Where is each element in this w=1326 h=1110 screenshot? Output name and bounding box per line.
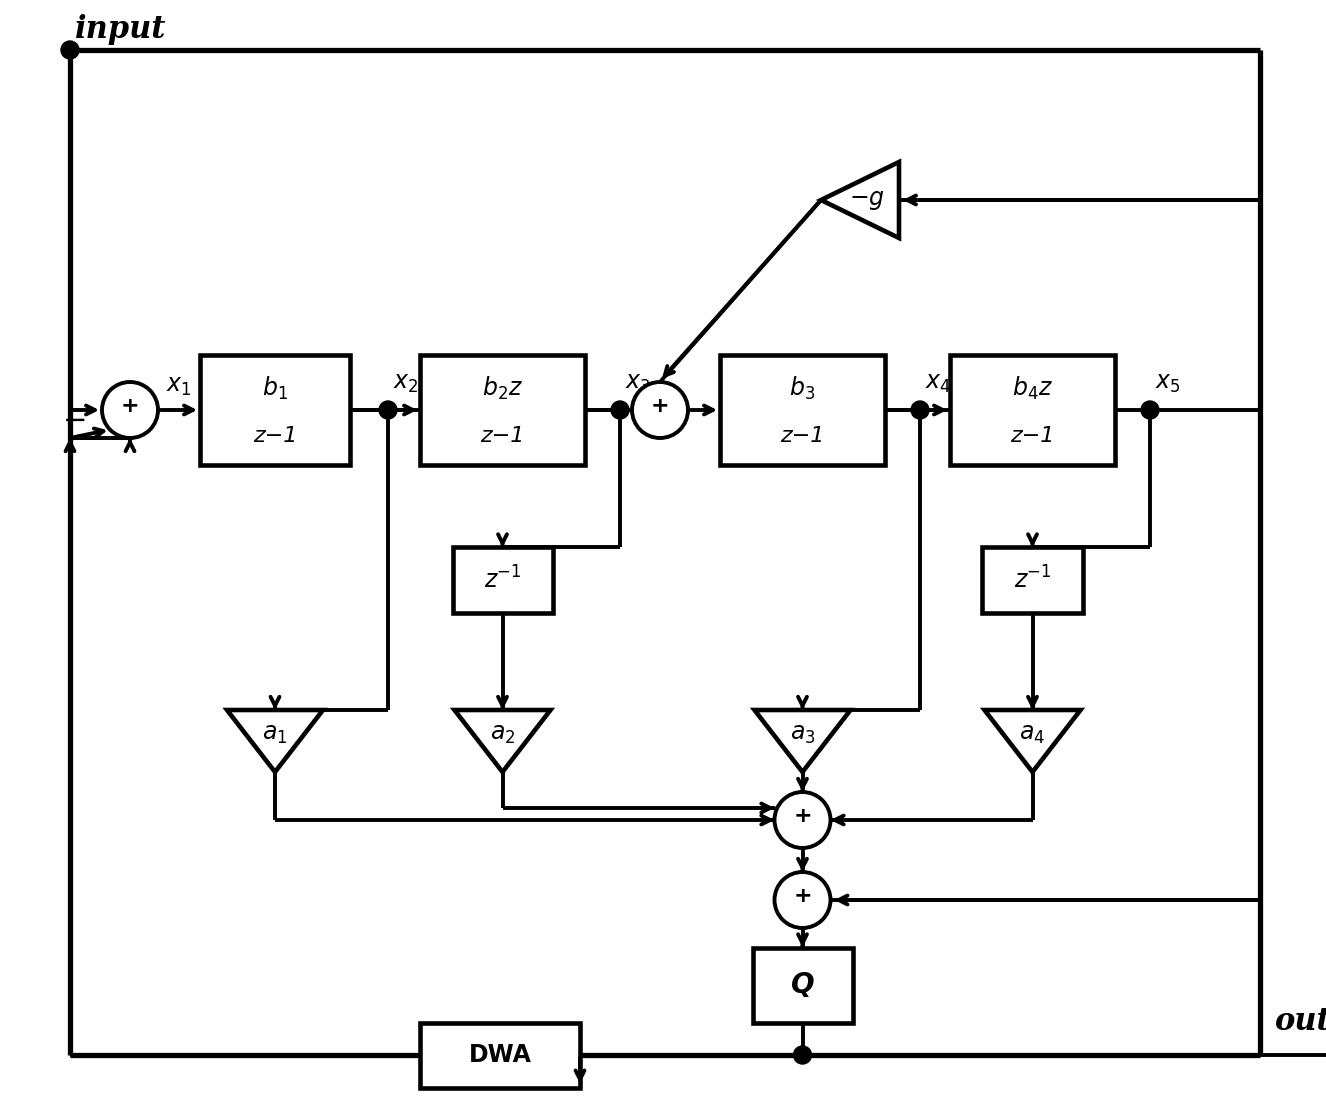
FancyBboxPatch shape [983,547,1082,613]
Text: $-g$: $-g$ [849,188,884,212]
Text: x$_5$: x$_5$ [1155,371,1181,395]
Polygon shape [984,710,1081,771]
Text: DWA: DWA [468,1043,532,1067]
FancyBboxPatch shape [949,355,1115,465]
Text: z−1: z−1 [253,426,297,446]
Circle shape [633,382,688,438]
Polygon shape [821,162,899,238]
Text: +: + [121,396,139,416]
Text: z−1: z−1 [480,426,525,446]
Text: b$_1$: b$_1$ [263,374,288,402]
Text: +: + [793,806,812,826]
Text: +: + [651,396,670,416]
Text: $-$: $-$ [62,406,86,434]
FancyBboxPatch shape [452,547,553,613]
Text: output: output [1276,1006,1326,1037]
Circle shape [774,793,830,848]
Text: x$_3$: x$_3$ [625,371,651,395]
Text: a$_1$: a$_1$ [263,722,288,746]
Circle shape [61,41,80,59]
Text: x$_2$: x$_2$ [392,371,419,395]
FancyBboxPatch shape [752,948,853,1022]
Text: Q: Q [790,971,814,999]
FancyBboxPatch shape [720,355,884,465]
Text: A: A [793,870,812,894]
FancyBboxPatch shape [420,355,585,465]
Text: b$_3$: b$_3$ [789,374,815,402]
Text: a$_4$: a$_4$ [1020,722,1046,746]
Text: +: + [793,886,812,906]
Text: z−1: z−1 [780,426,825,446]
Polygon shape [455,710,550,771]
Text: a$_3$: a$_3$ [789,722,815,746]
Circle shape [911,401,930,418]
Text: input: input [76,14,166,46]
Text: z$^{-1}$: z$^{-1}$ [484,566,521,594]
Circle shape [1140,401,1159,418]
Text: b$_4$z: b$_4$z [1012,374,1053,402]
Polygon shape [754,710,850,771]
Text: z−1: z−1 [1010,426,1054,446]
Polygon shape [227,710,324,771]
Circle shape [611,401,629,418]
FancyBboxPatch shape [200,355,350,465]
Text: x$_1$: x$_1$ [166,374,192,398]
FancyBboxPatch shape [420,1022,579,1088]
Text: b$_2$z: b$_2$z [481,374,524,402]
Text: z$^{-1}$: z$^{-1}$ [1014,566,1052,594]
Circle shape [793,1046,812,1064]
Circle shape [102,382,158,438]
Text: a$_2$: a$_2$ [489,722,516,746]
Circle shape [774,872,830,928]
Text: x$_4$: x$_4$ [926,371,951,395]
Circle shape [379,401,396,418]
